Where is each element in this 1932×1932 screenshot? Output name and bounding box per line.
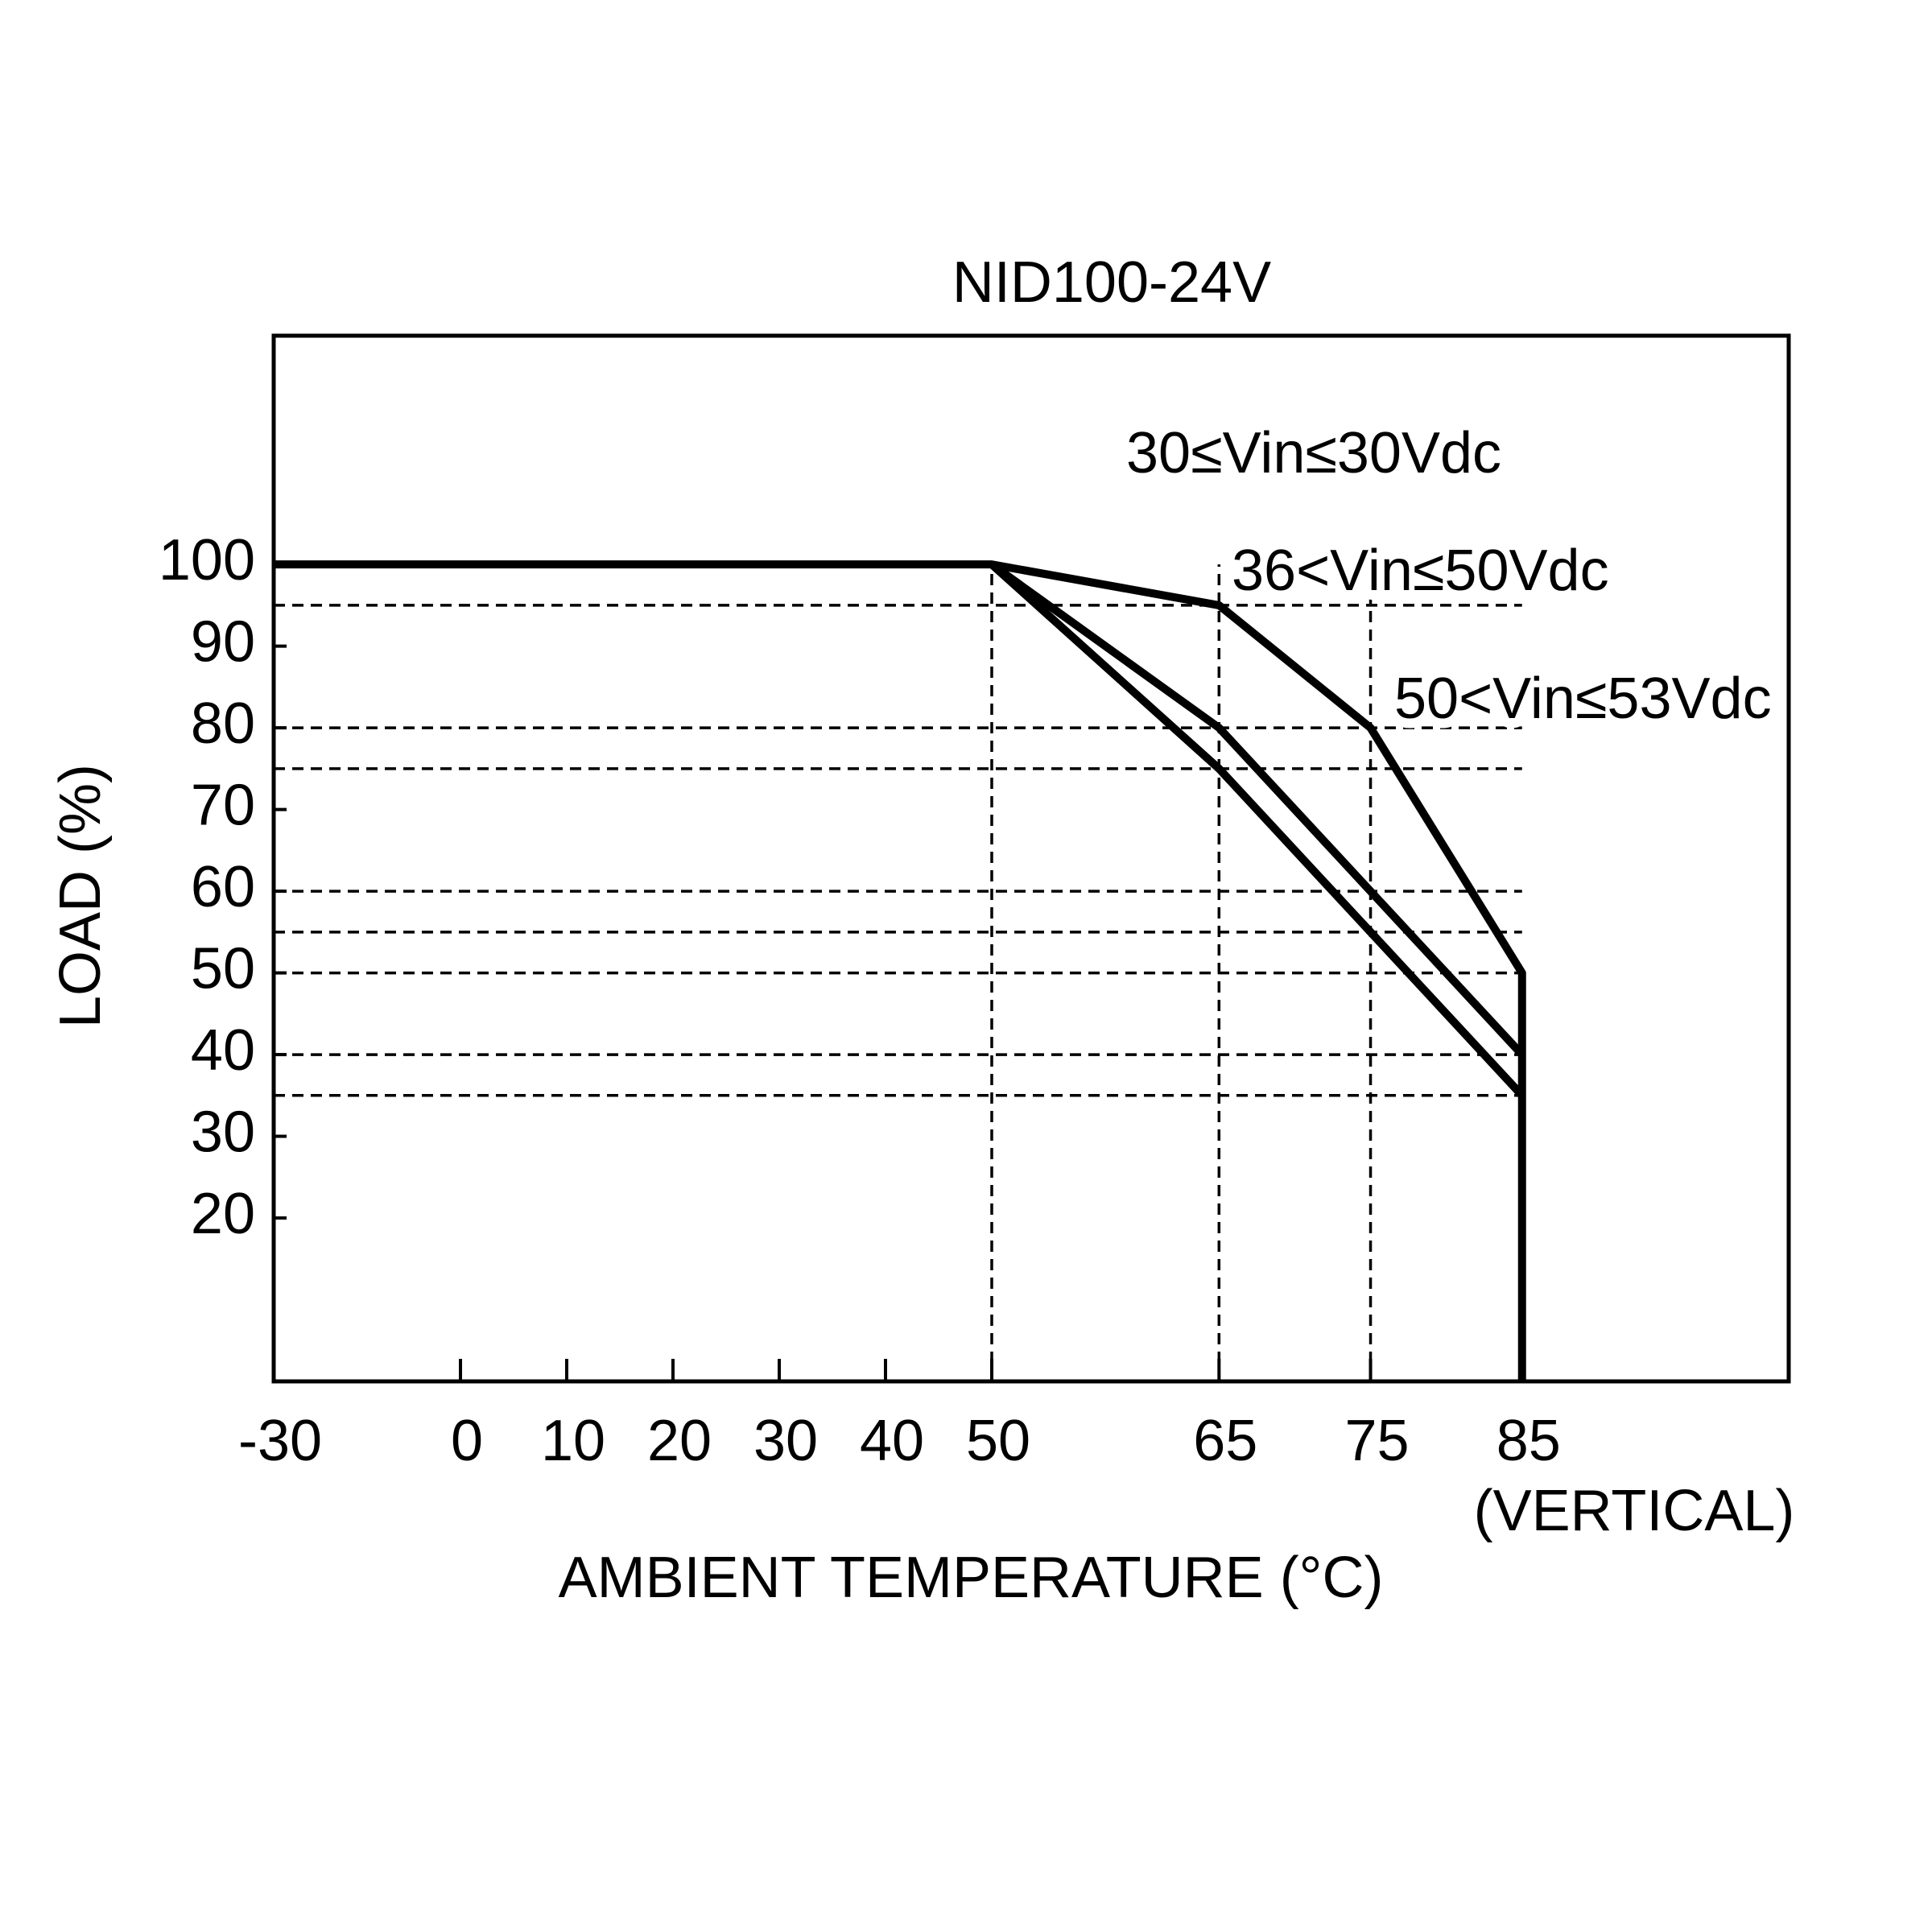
x-tick-label: 40: [860, 1409, 924, 1473]
derating-curve: [989, 561, 1525, 1099]
derating-curve: [989, 561, 1525, 1058]
x-tick-label: 85: [1496, 1409, 1561, 1473]
y-tick-label: 80: [191, 691, 255, 756]
y-tick-label: 50: [191, 937, 255, 1001]
series-label: 36<Vin≤50Vdc: [1232, 539, 1609, 603]
derating-curve: [274, 560, 1526, 1381]
y-axis-label: LOAD (%): [48, 764, 113, 1028]
x-axis-label: AMBIENT TEMPERATURE (°C): [559, 1546, 1384, 1610]
y-tick-label: 100: [159, 528, 255, 592]
y-tick-label: 90: [191, 610, 255, 675]
series-label: 50<Vin≤53Vdc: [1394, 667, 1772, 731]
x-tick-label: 10: [541, 1409, 605, 1473]
y-tick-label: 20: [191, 1182, 255, 1246]
y-tick-label: 70: [191, 774, 255, 838]
y-tick-label: 30: [191, 1100, 255, 1165]
chart-title: NID100-24V: [952, 250, 1271, 315]
x-tick-label: -30: [238, 1409, 322, 1473]
x-tick-label: 75: [1344, 1409, 1409, 1473]
plot-frame: [271, 333, 1791, 1384]
x-tick-label: 50: [966, 1409, 1030, 1473]
y-tick-label: 60: [191, 855, 255, 919]
x-tick-label: 65: [1193, 1409, 1257, 1473]
annotation: (VERTICAL): [1474, 1479, 1795, 1543]
x-tick-label: 20: [647, 1409, 712, 1473]
x-tick-label: 30: [753, 1409, 818, 1473]
x-tick-label: 0: [451, 1409, 483, 1473]
y-tick-label: 40: [191, 1018, 255, 1083]
series-label: 30≤Vin≤30Vdc: [1126, 421, 1501, 485]
